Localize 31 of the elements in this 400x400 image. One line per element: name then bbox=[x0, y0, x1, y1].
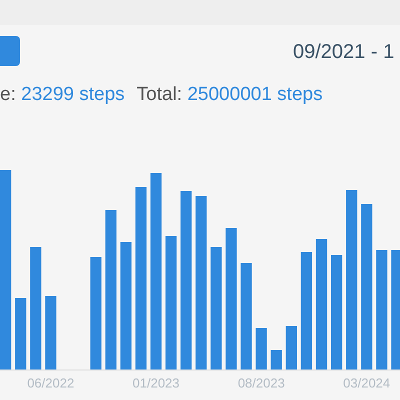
x-tick-label: 01/2023 bbox=[132, 375, 180, 390]
bar bbox=[196, 196, 207, 370]
bar bbox=[105, 210, 116, 370]
bar bbox=[210, 247, 222, 370]
x-tick-label: 03/2024 bbox=[343, 375, 390, 390]
bar bbox=[286, 326, 297, 370]
bar bbox=[226, 228, 237, 370]
bar bbox=[316, 239, 328, 370]
text: Total: 25000001 steps bbox=[136, 84, 323, 105]
bar bbox=[165, 236, 177, 370]
bar bbox=[300, 252, 312, 370]
bar bbox=[346, 190, 358, 370]
x-tick-label: 06/2022 bbox=[27, 375, 74, 390]
text: e: 23299 steps bbox=[0, 84, 125, 105]
bar bbox=[30, 247, 42, 370]
chart-title: 09/2021 - 1 bbox=[293, 41, 394, 63]
bar bbox=[180, 191, 192, 370]
bar bbox=[120, 242, 132, 370]
bar bbox=[330, 255, 342, 370]
bar bbox=[0, 170, 12, 370]
bar bbox=[240, 263, 252, 370]
bar bbox=[90, 257, 102, 370]
bar bbox=[256, 328, 267, 370]
bar bbox=[376, 250, 388, 370]
x-tick-label: 08/2023 bbox=[238, 375, 285, 390]
bar bbox=[15, 298, 26, 370]
bar bbox=[270, 350, 282, 370]
bar bbox=[150, 173, 162, 370]
bar bbox=[361, 204, 372, 370]
bar bbox=[45, 296, 56, 370]
bar bbox=[135, 187, 147, 370]
